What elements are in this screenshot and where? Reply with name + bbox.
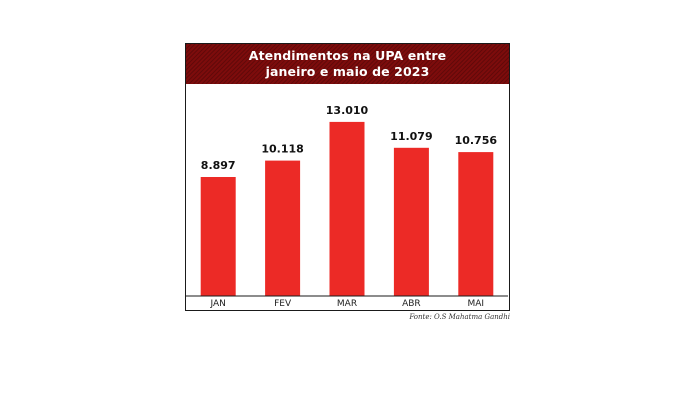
bar-mar <box>329 121 365 297</box>
data-label-mar: 13.010 <box>326 104 369 117</box>
x-tick-label-abr: ABR <box>402 299 421 309</box>
chart-frame: Atendimentos na UPA entre janeiro e maio… <box>185 43 510 311</box>
x-tick-label-fev: FEV <box>274 299 292 309</box>
bar-abr <box>393 147 429 296</box>
bar-mai <box>458 152 494 296</box>
x-tick-label-mai: MAI <box>468 299 485 309</box>
data-label-abr: 11.079 <box>390 130 432 143</box>
source-note: Fonte: O.S Mahatma Gandhi <box>409 313 510 321</box>
bar-fev <box>265 160 301 296</box>
data-label-jan: 8.897 <box>201 159 236 172</box>
x-tick-label-mar: MAR <box>337 299 357 309</box>
chart-title-line-1: Atendimentos na UPA entre <box>248 48 447 63</box>
chart-title-line-2: janeiro e maio de 2023 <box>265 64 430 79</box>
bar-jan <box>200 177 236 296</box>
chart-title-band: Atendimentos na UPA entre janeiro e maio… <box>186 44 509 84</box>
data-label-mai: 10.756 <box>455 134 498 147</box>
bar-chart-plot: 8.897 JAN 10.118 FEV 13.010 MAR 11.079 ABR 10.75… <box>186 104 508 309</box>
data-label-fev: 10.118 <box>261 143 303 156</box>
x-tick-label-jan: JAN <box>210 299 226 309</box>
